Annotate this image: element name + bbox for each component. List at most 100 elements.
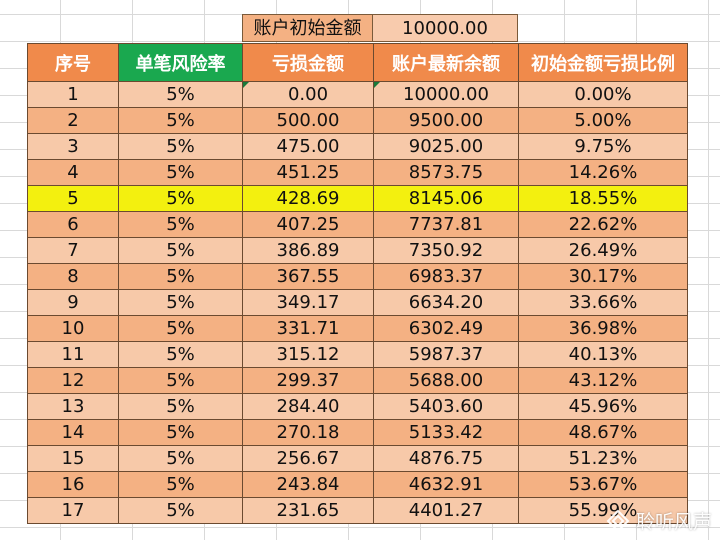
cell-loss-ratio[interactable]: 55.99% bbox=[518, 497, 688, 524]
cell-index[interactable]: 15 bbox=[27, 445, 119, 472]
cell-loss-amount[interactable]: 407.25 bbox=[242, 211, 374, 238]
table-body: 1 5% 0.00 10000.00 0.00% 2 5% 500.00 9500.00 5.00… bbox=[27, 81, 688, 524]
cell-loss-amount[interactable]: 428.69 bbox=[242, 185, 374, 212]
cell-index[interactable]: 16 bbox=[27, 471, 119, 498]
cell-risk-rate[interactable]: 5% bbox=[118, 211, 243, 238]
cell-balance[interactable]: 5987.37 bbox=[373, 341, 519, 368]
cell-index[interactable]: 2 bbox=[27, 107, 119, 134]
cell-loss-ratio[interactable]: 9.75% bbox=[518, 133, 688, 160]
watermark: 聆听风声 bbox=[606, 507, 712, 534]
header-loss-ratio[interactable]: 初始金额亏损比例 bbox=[518, 43, 688, 82]
cell-balance[interactable]: 6634.20 bbox=[373, 289, 519, 316]
initial-amount-value[interactable]: 10000.00 bbox=[373, 14, 518, 42]
cell-risk-rate[interactable]: 5% bbox=[118, 289, 243, 316]
cell-risk-rate[interactable]: 5% bbox=[118, 393, 243, 420]
cell-loss-ratio[interactable]: 26.49% bbox=[518, 237, 688, 264]
cell-risk-rate[interactable]: 5% bbox=[118, 445, 243, 472]
cell-risk-rate[interactable]: 5% bbox=[118, 107, 243, 134]
cell-risk-rate[interactable]: 5% bbox=[118, 497, 243, 524]
cell-loss-amount[interactable]: 270.18 bbox=[242, 419, 374, 446]
table-row: 12 5% 299.37 5688.00 43.12% bbox=[27, 367, 688, 394]
cell-balance[interactable]: 5688.00 bbox=[373, 367, 519, 394]
cell-loss-amount[interactable]: 299.37 bbox=[242, 367, 374, 394]
cell-index[interactable]: 4 bbox=[27, 159, 119, 186]
cell-loss-amount[interactable]: 0.00 bbox=[242, 81, 374, 108]
cell-loss-ratio[interactable]: 51.23% bbox=[518, 445, 688, 472]
cell-loss-ratio[interactable]: 14.26% bbox=[518, 159, 688, 186]
cell-loss-amount[interactable]: 500.00 bbox=[242, 107, 374, 134]
cell-loss-ratio[interactable]: 36.98% bbox=[518, 315, 688, 342]
cell-risk-rate[interactable]: 5% bbox=[118, 237, 243, 264]
watermark-logo-icon bbox=[606, 509, 630, 532]
cell-index[interactable]: 6 bbox=[27, 211, 119, 238]
cell-loss-ratio[interactable]: 40.13% bbox=[518, 341, 688, 368]
cell-balance[interactable]: 7737.81 bbox=[373, 211, 519, 238]
cell-balance[interactable]: 7350.92 bbox=[373, 237, 519, 264]
cell-balance[interactable]: 6983.37 bbox=[373, 263, 519, 290]
table-row: 4 5% 451.25 8573.75 14.26% bbox=[27, 159, 688, 186]
cell-risk-rate[interactable]: 5% bbox=[118, 315, 243, 342]
cell-loss-ratio[interactable]: 18.55% bbox=[518, 185, 688, 212]
header-loss-amount[interactable]: 亏损金额 bbox=[242, 43, 374, 82]
cell-loss-amount[interactable]: 231.65 bbox=[242, 497, 374, 524]
cell-loss-ratio[interactable]: 33.66% bbox=[518, 289, 688, 316]
cell-loss-amount[interactable]: 284.40 bbox=[242, 393, 374, 420]
cell-loss-ratio[interactable]: 45.96% bbox=[518, 393, 688, 420]
cell-balance[interactable]: 4401.27 bbox=[373, 497, 519, 524]
cell-loss-ratio[interactable]: 0.00% bbox=[518, 81, 688, 108]
cell-index[interactable]: 17 bbox=[27, 497, 119, 524]
cell-risk-rate[interactable]: 5% bbox=[118, 133, 243, 160]
cell-index[interactable]: 12 bbox=[27, 367, 119, 394]
cell-risk-rate[interactable]: 5% bbox=[118, 419, 243, 446]
cell-risk-rate[interactable]: 5% bbox=[118, 367, 243, 394]
cell-balance[interactable]: 10000.00 bbox=[373, 81, 519, 108]
cell-loss-amount[interactable]: 367.55 bbox=[242, 263, 374, 290]
cell-index[interactable]: 9 bbox=[27, 289, 119, 316]
cell-loss-ratio[interactable]: 30.17% bbox=[518, 263, 688, 290]
cell-loss-amount[interactable]: 451.25 bbox=[242, 159, 374, 186]
cell-balance[interactable]: 8145.06 bbox=[373, 185, 519, 212]
cell-risk-rate[interactable]: 5% bbox=[118, 471, 243, 498]
cell-loss-amount[interactable]: 386.89 bbox=[242, 237, 374, 264]
cell-index[interactable]: 5 bbox=[27, 185, 119, 212]
cell-loss-ratio[interactable]: 22.62% bbox=[518, 211, 688, 238]
cell-loss-ratio[interactable]: 43.12% bbox=[518, 367, 688, 394]
table-row: 14 5% 270.18 5133.42 48.67% bbox=[27, 419, 688, 446]
cell-risk-rate[interactable]: 5% bbox=[118, 341, 243, 368]
cell-index[interactable]: 3 bbox=[27, 133, 119, 160]
cell-index[interactable]: 10 bbox=[27, 315, 119, 342]
cell-loss-ratio[interactable]: 48.67% bbox=[518, 419, 688, 446]
cell-balance[interactable]: 5403.60 bbox=[373, 393, 519, 420]
cell-index[interactable]: 1 bbox=[27, 81, 119, 108]
initial-amount-label[interactable]: 账户初始金额 bbox=[242, 14, 373, 42]
cell-loss-amount[interactable]: 475.00 bbox=[242, 133, 374, 160]
cell-balance[interactable]: 9025.00 bbox=[373, 133, 519, 160]
cell-risk-rate[interactable]: 5% bbox=[118, 81, 243, 108]
header-risk-rate[interactable]: 单笔风险率 bbox=[118, 43, 243, 82]
header-balance[interactable]: 账户最新余额 bbox=[373, 43, 519, 82]
cell-index[interactable]: 13 bbox=[27, 393, 119, 420]
cell-index[interactable]: 8 bbox=[27, 263, 119, 290]
cell-loss-amount[interactable]: 315.12 bbox=[242, 341, 374, 368]
cell-loss-amount[interactable]: 243.84 bbox=[242, 471, 374, 498]
cell-risk-rate[interactable]: 5% bbox=[118, 159, 243, 186]
cell-index[interactable]: 11 bbox=[27, 341, 119, 368]
cell-risk-rate[interactable]: 5% bbox=[118, 185, 243, 212]
cell-index[interactable]: 14 bbox=[27, 419, 119, 446]
cell-risk-rate[interactable]: 5% bbox=[118, 263, 243, 290]
cell-loss-amount[interactable]: 331.71 bbox=[242, 315, 374, 342]
cell-balance[interactable]: 4876.75 bbox=[373, 445, 519, 472]
table-row: 6 5% 407.25 7737.81 22.62% bbox=[27, 211, 688, 238]
cell-balance[interactable]: 4632.91 bbox=[373, 471, 519, 498]
header-index[interactable]: 序号 bbox=[27, 43, 119, 82]
cell-loss-ratio[interactable]: 53.67% bbox=[518, 471, 688, 498]
cell-balance[interactable]: 9500.00 bbox=[373, 107, 519, 134]
cell-loss-amount[interactable]: 349.17 bbox=[242, 289, 374, 316]
cell-loss-amount[interactable]: 256.67 bbox=[242, 445, 374, 472]
cell-balance[interactable]: 6302.49 bbox=[373, 315, 519, 342]
cell-balance[interactable]: 5133.42 bbox=[373, 419, 519, 446]
cell-index[interactable]: 7 bbox=[27, 237, 119, 264]
cell-loss-ratio[interactable]: 5.00% bbox=[518, 107, 688, 134]
cell-balance[interactable]: 8573.75 bbox=[373, 159, 519, 186]
